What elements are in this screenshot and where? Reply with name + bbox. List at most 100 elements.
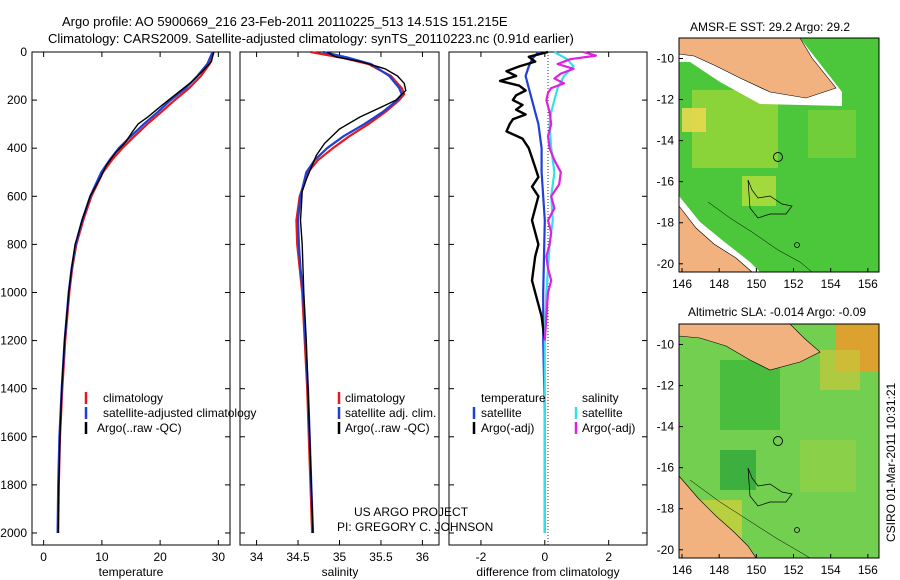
map-x-tick-label: 146 bbox=[672, 563, 692, 577]
difference-legend: temperature satellite Argo(-adj) salinit… bbox=[472, 391, 635, 435]
argo-float-marker bbox=[773, 152, 783, 162]
x-tick-label: 34 bbox=[250, 550, 264, 564]
project-line-2: PI: GREGORY C. JOHNSON bbox=[337, 520, 493, 534]
legend-header-salinity: salinity bbox=[582, 391, 619, 405]
depth-tick-label: 0 bbox=[20, 45, 27, 59]
map-x-tick-label: 146 bbox=[672, 277, 692, 291]
map-x-tick-label: 152 bbox=[783, 563, 803, 577]
salinity-series bbox=[295, 50, 407, 534]
x-tick-label: 0 bbox=[40, 550, 47, 564]
project-line-1: US ARGO PROJECT bbox=[354, 505, 469, 519]
x-tick-label: 2 bbox=[605, 550, 612, 564]
land-papua-new-guinea bbox=[678, 323, 821, 371]
legend-label-climatology: climatology bbox=[103, 391, 163, 405]
reef-outline bbox=[689, 479, 811, 559]
legend-label-satellite: satellite adj. clim. bbox=[345, 406, 436, 420]
map-x-tick-label: 150 bbox=[746, 277, 766, 291]
map-x-tick-label: 156 bbox=[858, 563, 878, 577]
sst-map-frame bbox=[678, 37, 880, 273]
map-y-tick-label: -10 bbox=[657, 51, 675, 65]
legend-label-temp-satellite: satellite bbox=[481, 406, 522, 420]
x-tick-label: 35 bbox=[333, 550, 347, 564]
sla-low-patch bbox=[720, 360, 780, 430]
legend-label-temp-argo: Argo(-adj) bbox=[481, 421, 534, 435]
islet-marker bbox=[794, 527, 800, 533]
salinity-legend: climatology satellite adj. clim. Argo(..… bbox=[337, 391, 436, 435]
header-line-2: Climatology: CARS2009. Satellite-adjuste… bbox=[48, 31, 574, 46]
sst-warm-patch bbox=[682, 108, 706, 132]
map-y-tick-label: -16 bbox=[657, 175, 675, 189]
map-y-tick-label: -12 bbox=[657, 93, 675, 107]
reef-outline bbox=[747, 467, 793, 507]
map-x-tick-label: 156 bbox=[858, 277, 878, 291]
legend-label-climatology: climatology bbox=[345, 391, 405, 405]
map-y-tick-label: -14 bbox=[657, 420, 675, 434]
x-tick-label: 36 bbox=[416, 550, 430, 564]
argo-float-marker bbox=[773, 436, 783, 446]
reef-outline bbox=[747, 179, 793, 219]
sst-warm-patch bbox=[808, 110, 856, 158]
depth-tick-label: 600 bbox=[7, 189, 27, 203]
map-y-tick-label: -18 bbox=[657, 216, 675, 230]
sst-map bbox=[678, 37, 880, 273]
depth-tick-label: 1200 bbox=[0, 334, 27, 348]
legend-label-sal-satellite: satellite bbox=[582, 406, 623, 420]
map-y-tick-label: -18 bbox=[657, 502, 675, 516]
x-tick-label: 35.5 bbox=[369, 550, 393, 564]
map-x-tick-label: 154 bbox=[821, 563, 841, 577]
sla-map-title: Altimetric SLA: -0.014 Argo: -0.09 bbox=[688, 305, 866, 319]
header-line-1: Argo profile: AO 5900669_216 23-Feb-2011… bbox=[62, 14, 508, 29]
difference-xlabel: difference from climatology bbox=[476, 565, 619, 579]
temperature-xlabel: temperature bbox=[99, 565, 164, 579]
legend-label-argo: Argo(..raw -QC) bbox=[97, 421, 182, 435]
series-line-satellite bbox=[296, 50, 403, 534]
sla-mid-patch bbox=[800, 440, 856, 492]
depth-axis-ticks: 0 200 400 600 800 1000 1200 1400 1600 1800 2000 bbox=[0, 45, 647, 540]
legend-label-argo: Argo(..raw -QC) bbox=[345, 421, 430, 435]
map-y-tick-label: -20 bbox=[657, 543, 675, 557]
depth-tick-label: 1800 bbox=[0, 478, 27, 492]
series-line-salinity-satellite bbox=[543, 51, 575, 533]
x-tick-label: 10 bbox=[95, 550, 109, 564]
sla-low-patch bbox=[720, 450, 756, 490]
legend-header-temperature: temperature bbox=[481, 391, 546, 405]
x-tick-label: 34.5 bbox=[286, 550, 310, 564]
series-line-salinity-argo-adj- bbox=[543, 50, 598, 341]
map-x-tick-label: 150 bbox=[746, 563, 766, 577]
csiro-stamp: CSIRO 01-Mar-2011 10:31:21 bbox=[884, 382, 898, 542]
reef-outline bbox=[707, 201, 813, 273]
temperature-axis-ticks: 0 10 20 30 bbox=[40, 52, 225, 564]
sst-warm-patch bbox=[742, 176, 776, 206]
sst-map-ticks: 146 148 150 152 154 156 -10 -12 -14 -16 -18 -20 bbox=[657, 51, 879, 291]
series-line-satellite bbox=[56, 51, 214, 534]
x-tick-label: -2 bbox=[476, 550, 487, 564]
sla-map-frame bbox=[678, 323, 880, 559]
map-y-tick-label: -16 bbox=[657, 461, 675, 475]
series-line-argo bbox=[299, 51, 407, 534]
depth-tick-label: 2000 bbox=[0, 526, 27, 540]
salinity-panel-frame bbox=[239, 51, 440, 546]
legend-label-sal-argo: Argo(-adj) bbox=[582, 421, 635, 435]
map-y-tick-label: -20 bbox=[657, 257, 675, 271]
series-line-climatology bbox=[57, 51, 215, 534]
sst-map-title: AMSR-E SST: 29.2 Argo: 29.2 bbox=[690, 20, 850, 34]
legend-label-satellite: satellite-adjusted climatology bbox=[103, 406, 256, 420]
map-y-tick-label: -10 bbox=[657, 337, 675, 351]
islet-marker bbox=[794, 242, 800, 248]
salinity-axis-ticks: 34 34.5 35 35.5 36 bbox=[250, 52, 430, 564]
series-line-climatology bbox=[295, 50, 406, 534]
series-line-temperature-argo-adj- bbox=[498, 50, 549, 341]
depth-tick-label: 400 bbox=[7, 141, 27, 155]
temperature-series bbox=[56, 51, 215, 534]
depth-tick-label: 800 bbox=[7, 237, 27, 251]
difference-series bbox=[498, 50, 598, 533]
sla-map bbox=[678, 323, 880, 559]
depth-tick-label: 1600 bbox=[0, 430, 27, 444]
temperature-panel-frame bbox=[31, 51, 231, 546]
series-line-argo bbox=[57, 51, 215, 534]
map-x-tick-label: 154 bbox=[821, 277, 841, 291]
map-x-tick-label: 148 bbox=[709, 277, 729, 291]
map-x-tick-label: 152 bbox=[783, 277, 803, 291]
x-tick-label: 30 bbox=[212, 550, 226, 564]
